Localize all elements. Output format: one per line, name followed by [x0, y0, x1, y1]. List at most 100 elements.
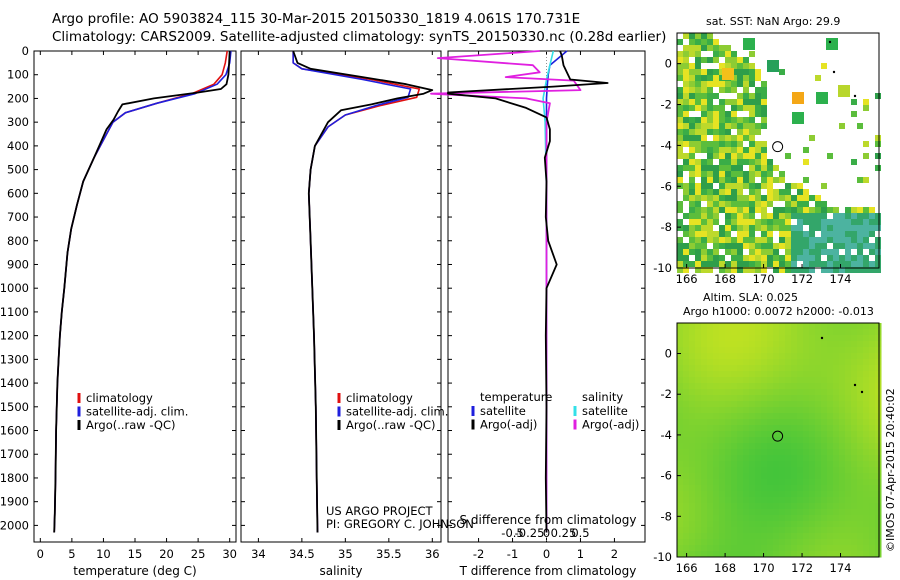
sst-cell	[683, 261, 689, 267]
sst-cell	[821, 63, 827, 69]
sla-cell	[821, 455, 828, 462]
sla-cell	[857, 503, 864, 510]
sla-cell	[773, 341, 780, 348]
sla-cell	[761, 401, 768, 408]
sst-cell	[833, 237, 839, 243]
sst-cell	[833, 261, 839, 267]
sst-cell	[863, 207, 869, 213]
sla-cell	[863, 413, 870, 420]
sla-cell	[815, 359, 822, 366]
sla-cell	[779, 437, 786, 444]
sla-cell	[869, 443, 876, 450]
sst-cell	[803, 261, 809, 267]
depth-tick-label: 500	[7, 163, 29, 177]
sla-cell	[761, 539, 768, 546]
sla-cell	[797, 437, 804, 444]
sst-cell	[707, 261, 713, 267]
sla-cell	[809, 443, 816, 450]
sst-cell	[701, 81, 707, 87]
sst-cell	[851, 219, 857, 225]
sla-cell	[677, 425, 684, 432]
sst-cell	[731, 171, 737, 177]
sst-cell	[725, 261, 731, 267]
sla-cell	[701, 383, 708, 390]
sla-cell	[869, 551, 876, 558]
sst-cell	[689, 81, 695, 87]
sla-cell	[833, 365, 840, 372]
sst-cell	[863, 237, 869, 243]
sst-map-xtick-label: 168	[714, 272, 736, 286]
sst-cell	[695, 201, 701, 207]
sla-cell	[791, 425, 798, 432]
sla-cell	[731, 467, 738, 474]
sst-cell	[713, 201, 719, 207]
sla-cell	[713, 425, 720, 432]
sla-cell	[857, 329, 864, 336]
sla-cell	[743, 503, 750, 510]
sla-cell	[839, 515, 846, 522]
sla-cell	[869, 335, 876, 342]
sla-cell	[761, 533, 768, 540]
sla-cell	[869, 359, 876, 366]
depth-tick-label: 1500	[0, 400, 29, 414]
sla-cell	[809, 353, 816, 360]
sst-cell	[743, 75, 749, 81]
sst-cell	[767, 189, 773, 195]
sla-cell	[749, 443, 756, 450]
sst-cell	[695, 171, 701, 177]
sla-cell	[677, 515, 684, 522]
sst-cell	[785, 261, 791, 267]
sla-cell	[779, 521, 786, 528]
sla-cell	[851, 443, 858, 450]
sla-cell	[785, 371, 792, 378]
sst-cell	[839, 213, 845, 219]
sst-cell	[683, 117, 689, 123]
sla-cell	[719, 503, 726, 510]
sla-cell	[695, 473, 702, 480]
sst-cell	[755, 207, 761, 213]
sla-cell	[803, 515, 810, 522]
sst-cell	[875, 93, 881, 99]
sst-cell	[875, 249, 881, 255]
sla-cell	[689, 425, 696, 432]
sla-cell	[773, 347, 780, 354]
sla-cell	[743, 371, 750, 378]
temperature-panel: 0100200300400500600700800900100011001200…	[0, 44, 237, 578]
sst-cell	[683, 33, 689, 39]
sst-cell	[833, 255, 839, 261]
sla-cell	[851, 347, 858, 354]
salinity-xtick-label: 35.5	[376, 547, 402, 561]
sla-cell	[731, 329, 738, 336]
sst-cell	[875, 243, 881, 249]
sla-cell	[707, 431, 714, 438]
sla-cell	[677, 455, 684, 462]
sla-cell	[779, 515, 786, 522]
sla-cell	[845, 467, 852, 474]
sla-cell	[875, 353, 882, 360]
depth-tick-label: 900	[7, 257, 29, 271]
sla-cell	[851, 551, 858, 558]
sla-cell	[803, 521, 810, 528]
sst-cell	[743, 105, 749, 111]
sst-cell	[713, 207, 719, 213]
sla-cell	[755, 437, 762, 444]
sla-cell	[851, 497, 858, 504]
sla-map-xtick-label: 172	[791, 561, 813, 575]
sla-cell	[725, 395, 732, 402]
sst-cell	[743, 57, 749, 63]
sst-cell	[707, 189, 713, 195]
sla-cell	[779, 461, 786, 468]
sst-cell	[749, 123, 755, 129]
sla-cell	[743, 497, 750, 504]
sla-cell	[797, 473, 804, 480]
sla-cell	[869, 503, 876, 510]
sst-cell	[725, 201, 731, 207]
sla-cell	[803, 365, 810, 372]
sst-cell	[809, 267, 815, 273]
sla-cell	[779, 467, 786, 474]
sst-cell	[695, 135, 701, 141]
sla-cell	[683, 341, 690, 348]
sla-cell	[791, 443, 798, 450]
sla-cell	[731, 401, 738, 408]
sst-cell	[689, 225, 695, 231]
